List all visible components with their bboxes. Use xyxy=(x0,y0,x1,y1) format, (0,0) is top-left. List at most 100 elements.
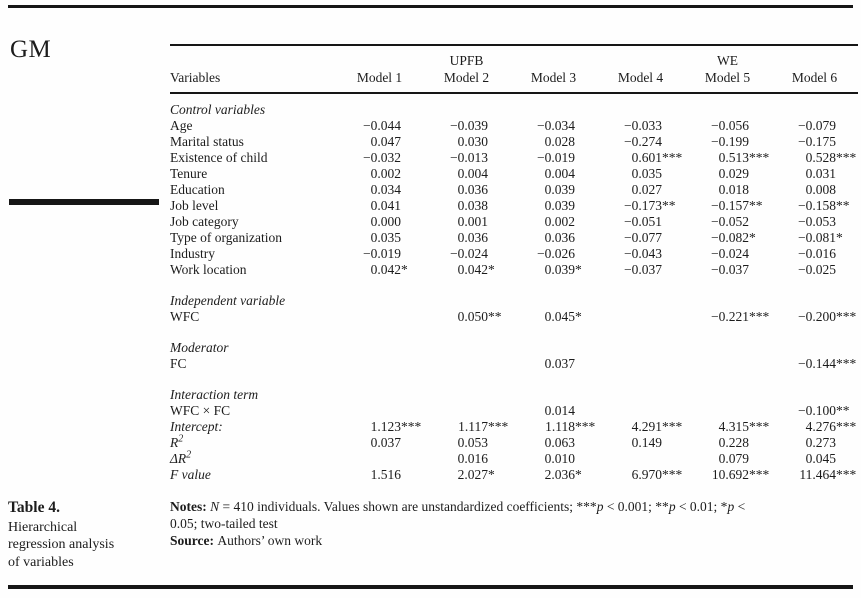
table-row: Type of organization 0.035 0.036 0.036 −0.07… xyxy=(170,230,858,246)
value-cell: 0.037 xyxy=(544,356,575,371)
row-label: Marital status xyxy=(170,134,244,149)
value-cell: 0.041 xyxy=(370,198,401,213)
column-header-model4: Model 4 xyxy=(597,68,684,94)
page-top-rule xyxy=(8,5,853,8)
row-label: R2 xyxy=(170,433,184,450)
value-cell: 0.037 xyxy=(370,435,401,450)
value-cell: 0.000 xyxy=(370,214,401,229)
value-cell: 0.004 xyxy=(544,166,575,181)
value-cell: 0.528*** xyxy=(805,150,857,165)
value-cell: 10.692*** xyxy=(711,467,770,482)
value-cell: 0.036 xyxy=(544,230,575,245)
value-cell: 0.045* xyxy=(544,309,582,324)
value-cell: 0.601*** xyxy=(631,150,683,165)
table-row: Job level 0.041 0.038 0.039 −0.173** −0.157**… xyxy=(170,198,858,214)
value-cell: 0.001 xyxy=(457,214,488,229)
value-cell xyxy=(336,356,423,372)
table-row: R2 0.037 0.053 0.063 0.149 0.228 0.273 xyxy=(170,433,858,451)
column-header-variables: Variables xyxy=(170,68,336,94)
regression-table: UPFB WE Variables Model 1 Model 2 Model … xyxy=(170,44,858,483)
value-cell xyxy=(423,403,510,419)
value-cell: −0.082* xyxy=(711,230,756,245)
group-spacer xyxy=(597,45,684,68)
table-row: WFC × FC 0.014 −0.100** xyxy=(170,403,858,419)
value-cell: −0.019 xyxy=(537,150,575,165)
value-cell: 0.513*** xyxy=(718,150,770,165)
value-cell: 0.004 xyxy=(457,166,488,181)
row-label: Education xyxy=(170,182,225,197)
value-cell: 0.008 xyxy=(805,182,836,197)
value-cell: −0.056 xyxy=(711,118,749,133)
value-cell: 1.516 xyxy=(370,467,401,482)
journal-mark: GM xyxy=(10,36,52,63)
row-label: Type of organization xyxy=(170,230,283,245)
row-label: Work location xyxy=(170,262,247,277)
value-cell: 0.050** xyxy=(457,309,502,324)
caption-line: of variables xyxy=(8,554,74,570)
caption-line: Hierarchical xyxy=(8,519,78,535)
value-cell xyxy=(597,356,684,372)
value-cell: 0.028 xyxy=(544,134,575,149)
table-body: Control variables Age −0.044 −0.039 −0.034 −0… xyxy=(170,93,858,483)
value-cell xyxy=(336,451,423,467)
value-cell: 0.039* xyxy=(544,262,582,277)
value-cell: −0.077 xyxy=(624,230,662,245)
value-cell: −0.034 xyxy=(537,118,575,133)
row-label: Intercept: xyxy=(170,419,223,434)
value-cell: 1.123*** xyxy=(370,419,422,434)
value-cell: −0.221*** xyxy=(711,309,770,324)
value-cell: 4.276*** xyxy=(805,419,857,434)
section-row: Moderator xyxy=(170,325,858,356)
table-caption: Table 4. Hierarchical regression analysi… xyxy=(8,499,168,571)
group-spacer xyxy=(336,45,423,68)
value-cell: −0.051 xyxy=(624,214,662,229)
value-cell: 0.031 xyxy=(805,166,836,181)
page-bottom-rule xyxy=(8,585,853,589)
section-label: Independent variable xyxy=(170,293,286,308)
value-cell: −0.024 xyxy=(450,246,488,261)
value-cell: 0.035 xyxy=(370,230,401,245)
value-cell xyxy=(597,309,684,325)
value-cell xyxy=(597,403,684,419)
value-cell: −0.037 xyxy=(711,262,749,277)
caption-line: regression analysis xyxy=(8,537,115,552)
table-row: Industry −0.019 −0.024 −0.026 −0.043 −0.024 −0… xyxy=(170,246,858,262)
value-cell xyxy=(336,403,423,419)
value-cell: −0.158** xyxy=(798,198,850,213)
row-label: FC xyxy=(170,356,187,371)
value-cell: −0.100** xyxy=(798,403,850,418)
column-header-model3: Model 3 xyxy=(510,68,597,94)
value-cell: 0.228 xyxy=(718,435,749,450)
value-cell: 0.079 xyxy=(718,451,749,466)
caption-title: Table 4. xyxy=(8,499,60,516)
table-row: Education 0.034 0.036 0.039 0.027 0.018 0.008 xyxy=(170,182,858,198)
value-cell: 0.063 xyxy=(544,435,575,450)
column-header-model1: Model 1 xyxy=(336,68,423,94)
table-row: Age −0.044 −0.039 −0.034 −0.033 −0.056 −0.079 xyxy=(170,118,858,134)
value-cell: 0.030 xyxy=(457,134,488,149)
value-cell: 0.273 xyxy=(805,435,836,450)
value-cell: 6.970*** xyxy=(631,467,683,482)
value-cell: −0.199 xyxy=(711,134,749,149)
value-cell: 0.045 xyxy=(805,451,836,466)
value-cell: 2.036* xyxy=(544,467,582,482)
row-label: WFC × FC xyxy=(170,403,231,418)
section-label: Interaction term xyxy=(170,387,259,402)
value-cell: 0.002 xyxy=(370,166,401,181)
value-cell xyxy=(597,451,684,467)
value-cell: −0.043 xyxy=(624,246,662,261)
value-cell: 0.036 xyxy=(457,182,488,197)
value-cell: 0.039 xyxy=(544,182,575,197)
value-cell: 0.016 xyxy=(457,451,488,466)
value-cell: −0.053 xyxy=(798,214,836,229)
section-row: Independent variable xyxy=(170,278,858,309)
value-cell: −0.016 xyxy=(798,246,836,261)
value-cell: −0.079 xyxy=(798,118,836,133)
value-cell: −0.024 xyxy=(711,246,749,261)
group-label-we: WE xyxy=(717,53,738,68)
group-spacer xyxy=(771,45,858,68)
value-cell: 0.027 xyxy=(631,182,662,197)
value-cell: 0.053 xyxy=(457,435,488,450)
section-label: Moderator xyxy=(170,340,229,355)
